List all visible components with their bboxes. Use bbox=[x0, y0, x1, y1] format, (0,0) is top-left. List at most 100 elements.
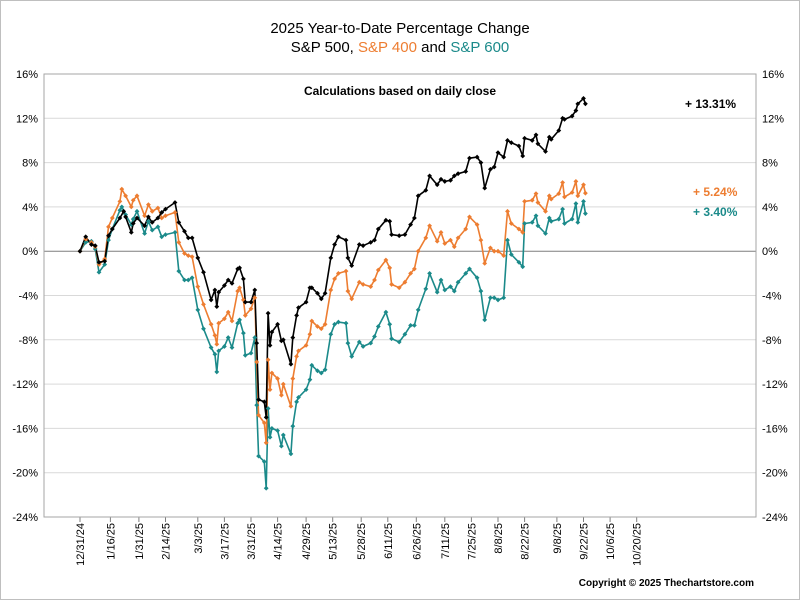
y-tick-label-right: 0% bbox=[762, 246, 778, 258]
data-point-sp600 bbox=[368, 340, 374, 346]
data-point-sp500 bbox=[229, 280, 235, 286]
data-point-sp500 bbox=[332, 242, 337, 247]
data-point-sp500 bbox=[482, 185, 488, 191]
data-point-sp500 bbox=[491, 164, 497, 170]
data-point-sp500 bbox=[146, 214, 151, 220]
data-point-sp600 bbox=[237, 317, 242, 323]
data-point-sp600 bbox=[389, 336, 394, 342]
data-point-sp500 bbox=[142, 223, 147, 229]
x-tick-label: 4/14/25 bbox=[273, 523, 285, 560]
data-point-sp400 bbox=[263, 440, 269, 446]
data-point-sp400 bbox=[172, 210, 178, 215]
data-point-sp600 bbox=[438, 277, 444, 283]
data-point-sp400 bbox=[117, 198, 123, 204]
data-point-sp600 bbox=[372, 334, 377, 339]
data-point-sp400 bbox=[360, 282, 366, 287]
data-point-sp600 bbox=[488, 295, 493, 301]
data-point-sp500 bbox=[222, 283, 227, 288]
plot-area-border bbox=[43, 73, 757, 518]
data-point-sp500 bbox=[195, 255, 201, 261]
data-point-sp600 bbox=[172, 229, 178, 235]
data-point-sp400 bbox=[522, 198, 527, 204]
data-point-sp500 bbox=[455, 171, 461, 177]
x-tick-label: 3/17/25 bbox=[219, 523, 231, 560]
data-point-sp500 bbox=[415, 193, 421, 199]
data-point-sp400 bbox=[235, 288, 241, 294]
data-point-sp600 bbox=[328, 331, 334, 337]
data-point-sp400 bbox=[451, 244, 457, 250]
subtitle-sp400: S&P 400 bbox=[358, 39, 417, 56]
y-axis-right: 16% 12% 8% 4% 0% -4% -8% -12% -16% -20% -24% bbox=[762, 69, 788, 524]
data-point-sp600 bbox=[252, 335, 258, 340]
data-point-sp500 bbox=[214, 304, 220, 309]
data-point-sp600 bbox=[478, 288, 484, 294]
data-point-sp400 bbox=[275, 376, 280, 381]
data-point-sp400 bbox=[442, 241, 448, 246]
data-point-sp600 bbox=[533, 213, 539, 219]
data-point-sp500 bbox=[303, 299, 309, 305]
data-point-sp400 bbox=[294, 354, 299, 359]
data-point-sp400 bbox=[296, 348, 301, 354]
data-point-sp500 bbox=[280, 337, 286, 343]
data-point-sp500 bbox=[451, 173, 457, 179]
x-tick-label: 1/16/25 bbox=[105, 523, 117, 560]
data-point-sp400 bbox=[222, 316, 227, 322]
y-tick-label-left: -12% bbox=[12, 379, 38, 391]
data-point-sp500 bbox=[535, 141, 541, 147]
data-point-sp500 bbox=[467, 155, 472, 161]
data-point-sp400 bbox=[159, 215, 165, 221]
data-point-sp500 bbox=[427, 173, 432, 179]
data-point-sp400 bbox=[495, 248, 501, 254]
data-point-sp600 bbox=[307, 377, 313, 383]
data-point-sp500 bbox=[134, 215, 140, 221]
data-point-sp400 bbox=[214, 341, 220, 347]
y-tick-label-left: 8% bbox=[22, 158, 38, 170]
y-tick-label-left: 12% bbox=[16, 113, 38, 125]
data-point-sp600 bbox=[318, 370, 324, 376]
data-point-sp600 bbox=[535, 223, 541, 229]
data-point-sp400 bbox=[491, 248, 497, 254]
chart-title: 2025 Year-to-Date Percentage Change bbox=[270, 20, 530, 37]
data-point-sp600 bbox=[119, 204, 125, 210]
data-point-sp500 bbox=[294, 313, 299, 318]
data-point-sp500 bbox=[128, 229, 134, 235]
data-point-sp500 bbox=[402, 232, 408, 237]
data-point-sp500 bbox=[474, 154, 480, 160]
data-point-sp400 bbox=[256, 412, 261, 418]
data-point-sp400 bbox=[562, 194, 567, 200]
data-point-sp400 bbox=[237, 285, 242, 291]
data-point-sp600 bbox=[505, 237, 510, 243]
x-tick-label: 4/29/25 bbox=[301, 523, 313, 560]
series-markers bbox=[77, 95, 588, 491]
data-point-sp600 bbox=[520, 264, 526, 270]
data-point-sp600 bbox=[546, 215, 552, 221]
y-tick-label-right: -20% bbox=[762, 468, 788, 480]
data-point-sp500 bbox=[130, 221, 136, 226]
data-point-sp500 bbox=[396, 233, 402, 239]
data-point-sp600 bbox=[102, 262, 108, 267]
data-point-sp500 bbox=[508, 140, 514, 146]
data-point-sp500 bbox=[155, 215, 161, 221]
data-point-sp400 bbox=[163, 213, 168, 219]
data-point-sp600 bbox=[214, 369, 220, 375]
y-tick-label-right: -16% bbox=[762, 423, 788, 435]
data-point-sp400 bbox=[482, 260, 488, 266]
data-point-sp600 bbox=[508, 252, 514, 257]
data-point-sp600 bbox=[83, 239, 89, 245]
data-point-sp400 bbox=[212, 332, 218, 338]
data-point-sp600 bbox=[427, 270, 432, 276]
data-point-sp400 bbox=[280, 381, 286, 387]
data-point-sp500 bbox=[208, 297, 214, 303]
x-tick-label: 9/8/25 bbox=[552, 523, 564, 554]
data-point-sp400 bbox=[448, 237, 453, 243]
data-point-sp400 bbox=[463, 226, 469, 232]
data-point-sp400 bbox=[195, 284, 201, 290]
data-point-sp400 bbox=[349, 296, 355, 302]
y-axis-left: 16% 12% 8% 4% 0% -4% -8% -12% -16% -20% -24% bbox=[12, 69, 38, 524]
data-point-sp400 bbox=[387, 265, 393, 271]
data-point-sp400 bbox=[134, 193, 140, 199]
data-point-sp400 bbox=[505, 208, 510, 214]
data-point-sp400 bbox=[383, 257, 389, 263]
y-tick-label-left: -20% bbox=[12, 468, 38, 480]
data-point-sp500 bbox=[387, 218, 393, 224]
